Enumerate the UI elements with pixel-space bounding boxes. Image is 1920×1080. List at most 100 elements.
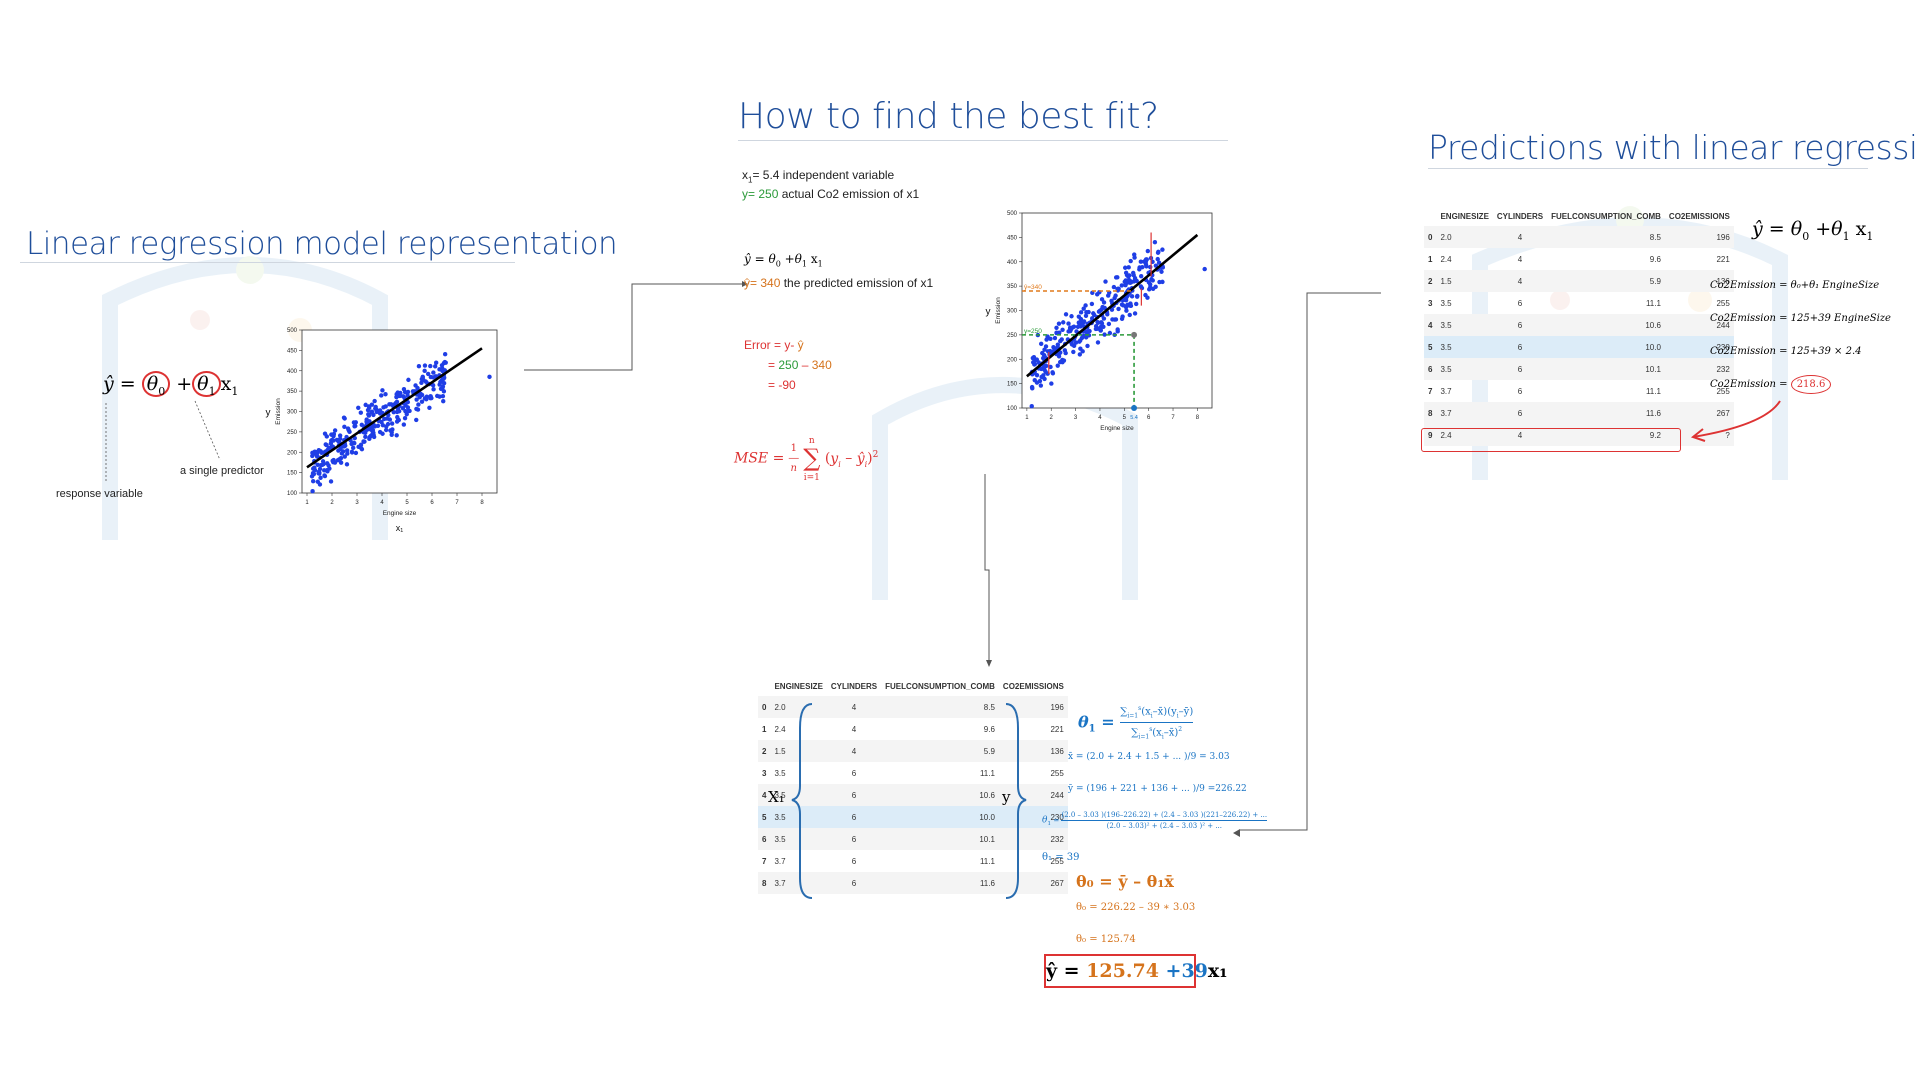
scatter-point [1102, 305, 1107, 311]
table-header-cell: CO2EMISSIONS [1668, 211, 1730, 221]
scatter-point [1031, 356, 1037, 361]
scatter-point [1083, 303, 1088, 308]
table-row: 7 3.7 6 11.1 255 [1424, 380, 1734, 402]
scatter-point [1127, 312, 1132, 318]
table-cell: 3 [1428, 298, 1433, 308]
scatter-point [1069, 314, 1074, 319]
scatter-point [405, 405, 411, 410]
x-tick-label: 2 [330, 500, 334, 506]
table-cell: 11.1 [979, 768, 995, 778]
table-row: 5 3.5 6 10.0 230 [1424, 336, 1734, 358]
scatter-point [433, 364, 438, 369]
scatter-point [394, 433, 399, 438]
x-tick-label: 8 [1196, 415, 1200, 421]
table-cell: 2 [758, 740, 771, 762]
scatter-point [316, 469, 321, 474]
scatter-point [322, 431, 328, 436]
scatter-point [416, 402, 421, 407]
scatter-point [1159, 269, 1164, 274]
scatter-point [1054, 325, 1059, 330]
scatter-point [1134, 301, 1139, 307]
table-cell: 10.0 [1547, 336, 1665, 358]
scatter-point [431, 375, 436, 380]
scatter-point [1155, 250, 1161, 255]
scatter-point [331, 438, 336, 443]
table-cell: 2.4 [1436, 424, 1493, 446]
scatter-point [1057, 359, 1063, 365]
scatter-point [330, 458, 335, 464]
y-tick-label: 450 [287, 348, 298, 354]
connector-1-2 [524, 281, 748, 371]
scatter-point [396, 417, 401, 423]
scatter-point [1055, 342, 1061, 347]
table-cell: 10.1 [1547, 358, 1665, 380]
scatter-point [349, 450, 355, 455]
scatter-point [311, 451, 317, 456]
scatter-point [1111, 284, 1117, 290]
table-cell: 4 [851, 724, 857, 734]
prediction-eq-1: Co2Emission = θ₀+θ₁ EngineSize [1710, 280, 1880, 291]
table-cell: 221 [1716, 254, 1730, 264]
table-cell: 2.4 [774, 724, 786, 734]
actual-label: y=250 [1024, 328, 1042, 335]
scatter-point [430, 383, 436, 388]
table-cell: 3.7 [1436, 402, 1493, 424]
prediction-eq-3: Co2Emission = 125+39 × 2.4 [1710, 346, 1862, 357]
scatter-point [1081, 319, 1087, 324]
scatter-point [435, 393, 440, 399]
scatter-point [1116, 286, 1121, 292]
x-axis-symbol: x₁ [396, 523, 404, 533]
y-tick-label: 200 [287, 450, 298, 456]
scatter-point [311, 471, 316, 476]
table-cell: 2.4 [1440, 254, 1452, 264]
table-cell: 3.7 [774, 856, 786, 866]
table-cell: 11.6 [881, 872, 999, 894]
prediction-result: 218.6 [1790, 375, 1832, 394]
scatter-point [1126, 265, 1131, 270]
scatter-point [1109, 307, 1115, 312]
table-cell: 136 [998, 740, 1068, 762]
scatter-point [1148, 264, 1153, 270]
scatter-point [1127, 303, 1133, 308]
scatter-point [394, 392, 399, 397]
scatter-point [405, 409, 410, 414]
y-axis-symbol: y [986, 307, 991, 318]
y-tick-label: 300 [1007, 309, 1018, 315]
scatter-point [1150, 278, 1155, 283]
table-cell: 7 [1428, 386, 1433, 396]
x-tick-label: 1 [305, 500, 309, 506]
table-cell: 6 [1492, 358, 1548, 380]
x-tick-label: 2 [1050, 415, 1054, 421]
y-bar-formula: ȳ = (196 + 221 + 136 + ... )/9 =226.22 [1068, 784, 1247, 794]
prediction-row-outline [1421, 428, 1681, 452]
table-cell: 2.0 [1436, 226, 1493, 248]
table-header-cell: CYLINDERS [1496, 211, 1544, 221]
scatter-point [1050, 370, 1055, 375]
x1-definition: x1= 5.4 independent variable [742, 168, 895, 185]
table-cell: 244 [998, 784, 1068, 806]
scatter-point [1087, 328, 1092, 334]
table-header-cell: FUELCONSUMPTION_COMB [885, 681, 995, 691]
table-cell: 3.5 [1436, 336, 1493, 358]
y-tick-label: 150 [1007, 382, 1018, 388]
table-cell: 1.5 [770, 740, 827, 762]
scatter-point [342, 416, 347, 421]
y-tick-label: 250 [1007, 333, 1018, 339]
y-axis-symbol: y [266, 408, 271, 419]
scatter-point [1131, 279, 1137, 284]
scatter-point [1156, 260, 1162, 265]
plot-frame [1021, 212, 1213, 409]
scatter-point [363, 434, 368, 440]
yhat-definition: ŷ= 340 the predicted emission of x1 [744, 276, 934, 290]
theta1-formula: θ1 = ∑i=1s(xi–x̄)(yi–ȳ) ∑i=1s(xi–x̄)2 [1078, 702, 1194, 744]
scatter-point [441, 380, 447, 386]
scatter-point [345, 451, 350, 456]
theta1-expansion: θ1 = (2.0 – 3.03 )(196–226.22) + (2.4 – … [1042, 811, 1268, 830]
table-cell: 255 [1050, 856, 1064, 866]
y-tick-label: 500 [1007, 211, 1018, 217]
scatter-point [318, 463, 324, 468]
scatter-point [353, 450, 359, 456]
panel2-equation: ŷ = θ0 +θ1 x1 [744, 252, 823, 269]
table-cell: 255 [1716, 386, 1730, 396]
scatter-point [414, 406, 419, 412]
